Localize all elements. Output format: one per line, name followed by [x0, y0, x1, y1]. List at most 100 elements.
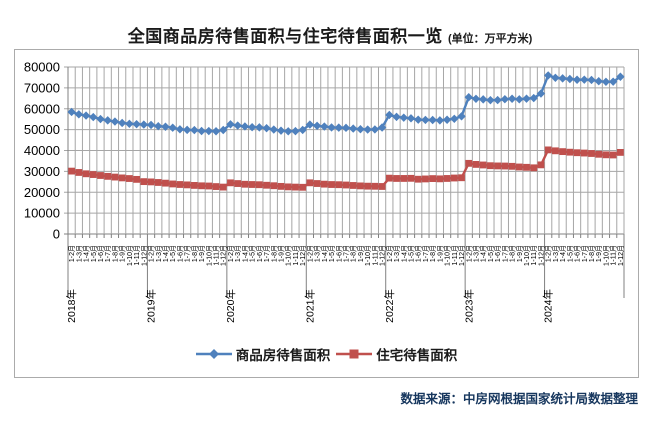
svg-text:1-7月: 1-7月 — [581, 245, 589, 262]
svg-text:0: 0 — [53, 227, 60, 242]
square-marker-icon — [336, 349, 373, 359]
diamond-marker-icon — [195, 349, 232, 359]
svg-text:1-2月: 1-2月 — [465, 245, 473, 262]
svg-text:60000: 60000 — [24, 101, 60, 116]
chart-frame: 0 10000 20000 30000 40000 50000 60000 70000 8000… — [14, 49, 639, 378]
svg-text:1-5月: 1-5月 — [249, 245, 257, 262]
svg-text:1-6月: 1-6月 — [494, 245, 502, 262]
svg-text:1-10月: 1-10月 — [126, 245, 134, 266]
svg-text:1-12月: 1-12月 — [140, 245, 148, 266]
svg-text:1-7月: 1-7月 — [263, 245, 271, 262]
svg-text:2021年: 2021年 — [303, 289, 316, 323]
svg-text:1-12月: 1-12月 — [299, 245, 307, 266]
svg-text:1-8月: 1-8月 — [111, 245, 119, 262]
svg-text:1-11月: 1-11月 — [610, 245, 618, 266]
svg-text:1-3月: 1-3月 — [393, 245, 401, 262]
svg-text:1-5月: 1-5月 — [90, 245, 98, 262]
svg-text:1-3月: 1-3月 — [75, 245, 83, 262]
svg-text:1-6月: 1-6月 — [574, 245, 582, 262]
svg-text:1-4月: 1-4月 — [241, 245, 249, 262]
svg-text:1-9月: 1-9月 — [278, 245, 286, 262]
svg-text:1-11月: 1-11月 — [371, 245, 379, 266]
legend-label-residential: 住宅待售面积 — [376, 348, 458, 363]
svg-text:1-9月: 1-9月 — [357, 245, 365, 262]
svg-text:1-8月: 1-8月 — [270, 245, 278, 262]
svg-text:1-3月: 1-3月 — [552, 245, 560, 262]
svg-text:1-3月: 1-3月 — [155, 245, 163, 262]
svg-text:40000: 40000 — [24, 143, 60, 158]
svg-text:2020年: 2020年 — [224, 289, 237, 323]
svg-text:1-4月: 1-4月 — [162, 245, 170, 262]
svg-text:1-4月: 1-4月 — [400, 245, 408, 262]
svg-text:1-7月: 1-7月 — [343, 245, 351, 262]
svg-text:2022年: 2022年 — [383, 289, 396, 323]
svg-text:1-2月: 1-2月 — [545, 245, 553, 262]
svg-text:1-10月: 1-10月 — [285, 245, 293, 266]
svg-text:1-8月: 1-8月 — [429, 245, 437, 262]
svg-text:1-2月: 1-2月 — [68, 245, 76, 262]
svg-text:1-9月: 1-9月 — [198, 245, 206, 262]
svg-text:50000: 50000 — [24, 122, 60, 137]
svg-text:1-5月: 1-5月 — [566, 245, 574, 262]
source-note: 数据来源：中房网根据国家统计局数据整理 — [400, 392, 638, 406]
svg-text:1-2月: 1-2月 — [148, 245, 156, 262]
svg-text:1-9月: 1-9月 — [516, 245, 524, 262]
svg-text:1-8月: 1-8月 — [191, 245, 199, 262]
svg-text:1-3月: 1-3月 — [314, 245, 322, 262]
svg-text:1-12月: 1-12月 — [379, 245, 387, 266]
svg-text:30000: 30000 — [24, 164, 60, 179]
svg-text:1-6月: 1-6月 — [335, 245, 343, 262]
svg-text:1-11月: 1-11月 — [530, 245, 538, 266]
chart-title-unit: (单位：万平方米) — [447, 33, 533, 45]
legend-item-residential: 住宅待售面积 — [336, 344, 457, 364]
legend-item-commercial: 商品房待售面积 — [195, 344, 330, 364]
svg-text:2019年: 2019年 — [145, 289, 158, 323]
svg-text:70000: 70000 — [24, 80, 60, 95]
chart-legend: 商品房待售面积 住宅待售面积 — [15, 344, 638, 364]
svg-text:1-5月: 1-5月 — [169, 245, 177, 262]
svg-text:10000: 10000 — [24, 206, 60, 221]
svg-text:2024年: 2024年 — [542, 289, 555, 323]
svg-text:1-12月: 1-12月 — [458, 245, 466, 266]
svg-text:1-5月: 1-5月 — [407, 245, 415, 262]
svg-text:1-6月: 1-6月 — [176, 245, 184, 262]
svg-text:1-11月: 1-11月 — [292, 245, 300, 266]
svg-text:1-9月: 1-9月 — [119, 245, 127, 262]
svg-text:1-10月: 1-10月 — [444, 245, 452, 266]
svg-text:1-4月: 1-4月 — [559, 245, 567, 262]
svg-text:1-3月: 1-3月 — [234, 245, 242, 262]
svg-text:2018年: 2018年 — [65, 289, 78, 323]
svg-text:1-8月: 1-8月 — [588, 245, 596, 262]
svg-text:1-2月: 1-2月 — [306, 245, 314, 262]
svg-text:1-4月: 1-4月 — [83, 245, 91, 262]
svg-text:1-2月: 1-2月 — [227, 245, 235, 262]
svg-text:1-10月: 1-10月 — [602, 245, 610, 266]
svg-text:1-11月: 1-11月 — [213, 245, 221, 266]
svg-text:1-12月: 1-12月 — [617, 245, 625, 266]
chart-plot-area: 0 10000 20000 30000 40000 50000 60000 70000 8000… — [24, 60, 625, 323]
svg-text:2023年: 2023年 — [462, 289, 475, 323]
svg-text:1-11月: 1-11月 — [133, 245, 141, 266]
svg-text:1-5月: 1-5月 — [328, 245, 336, 262]
svg-text:1-10月: 1-10月 — [523, 245, 531, 266]
svg-text:1-8月: 1-8月 — [350, 245, 358, 262]
svg-text:1-11月: 1-11月 — [451, 245, 459, 266]
svg-text:1-7月: 1-7月 — [422, 245, 430, 262]
svg-text:1-7月: 1-7月 — [104, 245, 112, 262]
svg-text:1-7月: 1-7月 — [184, 245, 192, 262]
svg-text:1-6月: 1-6月 — [97, 245, 105, 262]
svg-text:1-7月: 1-7月 — [501, 245, 509, 262]
svg-text:1-5月: 1-5月 — [487, 245, 495, 262]
svg-text:80000: 80000 — [24, 60, 60, 75]
svg-text:1-4月: 1-4月 — [321, 245, 329, 262]
svg-text:1-10月: 1-10月 — [205, 245, 213, 266]
svg-text:1-8月: 1-8月 — [509, 245, 517, 262]
svg-text:1-12月: 1-12月 — [537, 245, 545, 266]
svg-text:1-10月: 1-10月 — [364, 245, 372, 266]
svg-text:1-9月: 1-9月 — [595, 245, 603, 262]
svg-text:1-6月: 1-6月 — [256, 245, 264, 262]
svg-text:1-4月: 1-4月 — [480, 245, 488, 262]
svg-text:1-12月: 1-12月 — [220, 245, 228, 266]
page-title: 全国商品房待售面积与住宅待售面积一览 (单位：万平方米) — [0, 22, 660, 47]
